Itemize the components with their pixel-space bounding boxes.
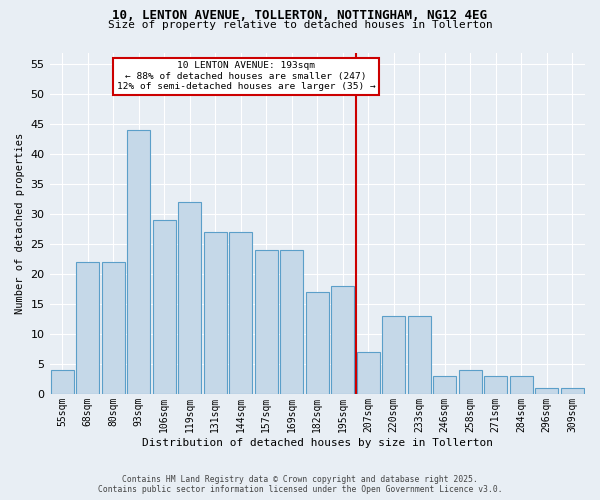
Bar: [484, 376, 507, 394]
Bar: [382, 316, 405, 394]
Text: 10 LENTON AVENUE: 193sqm
← 88% of detached houses are smaller (247)
12% of semi-: 10 LENTON AVENUE: 193sqm ← 88% of detach…: [116, 62, 375, 92]
Bar: [306, 292, 329, 394]
Bar: [280, 250, 303, 394]
Bar: [255, 250, 278, 394]
Bar: [102, 262, 125, 394]
Bar: [178, 202, 201, 394]
Bar: [459, 370, 482, 394]
Bar: [510, 376, 533, 394]
Bar: [127, 130, 150, 394]
Bar: [153, 220, 176, 394]
Bar: [357, 352, 380, 394]
Bar: [51, 370, 74, 394]
X-axis label: Distribution of detached houses by size in Tollerton: Distribution of detached houses by size …: [142, 438, 493, 448]
Y-axis label: Number of detached properties: Number of detached properties: [15, 132, 25, 314]
Bar: [76, 262, 99, 394]
Text: Contains HM Land Registry data © Crown copyright and database right 2025.
Contai: Contains HM Land Registry data © Crown c…: [98, 474, 502, 494]
Bar: [204, 232, 227, 394]
Bar: [433, 376, 456, 394]
Bar: [331, 286, 354, 394]
Bar: [561, 388, 584, 394]
Bar: [408, 316, 431, 394]
Text: Size of property relative to detached houses in Tollerton: Size of property relative to detached ho…: [107, 20, 493, 30]
Bar: [229, 232, 252, 394]
Text: 10, LENTON AVENUE, TOLLERTON, NOTTINGHAM, NG12 4EG: 10, LENTON AVENUE, TOLLERTON, NOTTINGHAM…: [113, 9, 487, 22]
Bar: [535, 388, 558, 394]
